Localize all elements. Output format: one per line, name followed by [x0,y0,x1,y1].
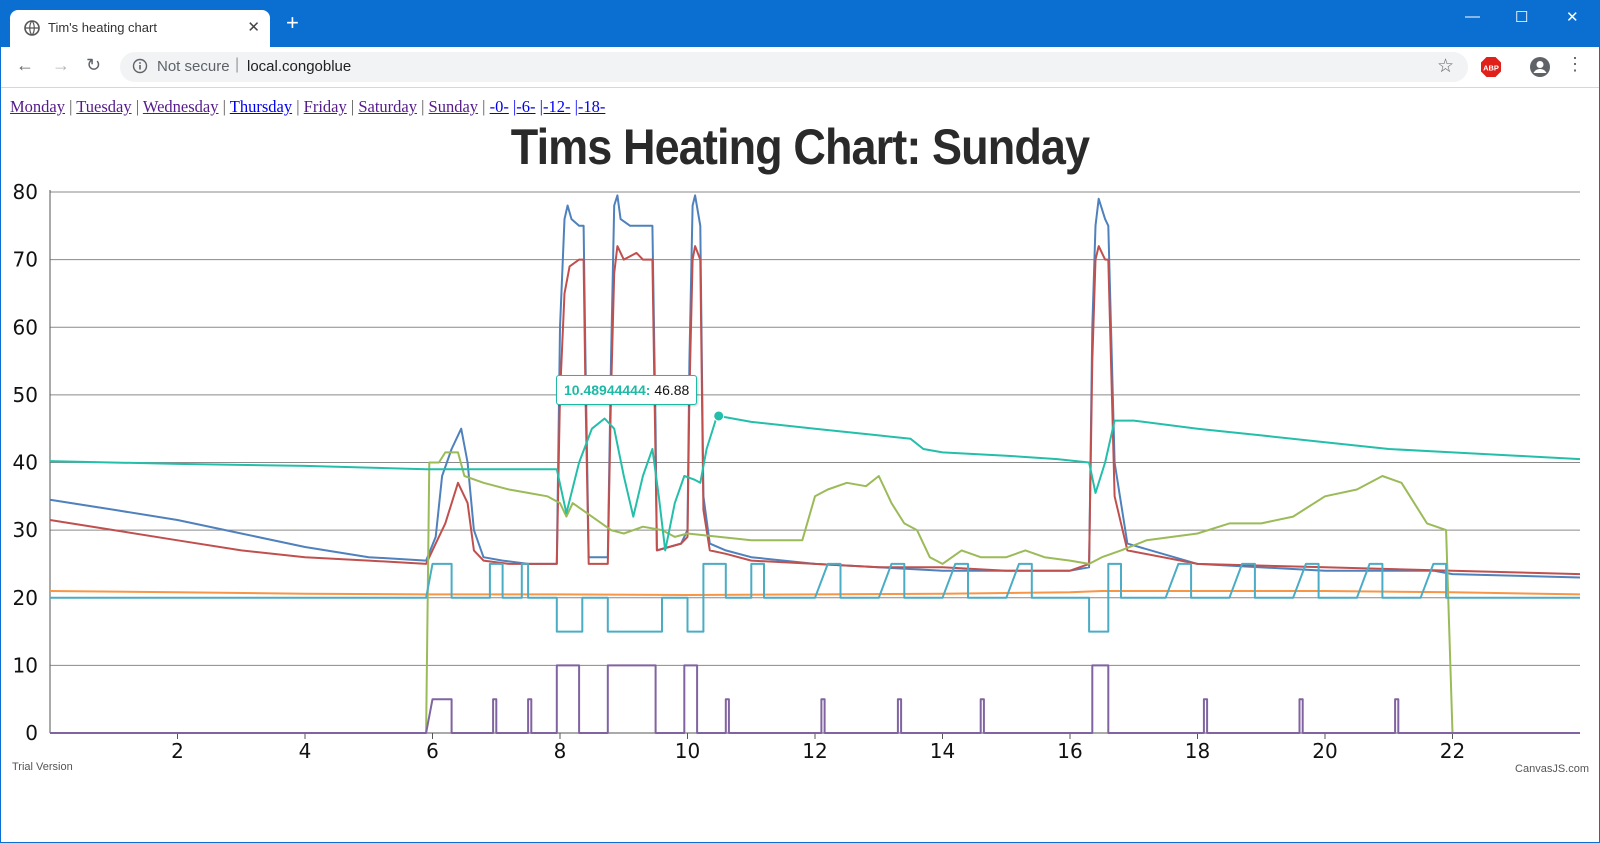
trial-label: Trial Version [12,761,73,773]
x-tick-label: 2 [171,739,184,763]
x-tick-label: 14 [930,739,955,763]
account-icon[interactable] [1529,56,1551,78]
minimize-icon[interactable]: — [1465,8,1480,25]
reload-icon[interactable]: ↻ [86,55,102,75]
grid-lines [50,191,1580,734]
series-line-3[interactable] [425,451,1454,734]
y-tick-label: 40 [13,451,38,475]
x-tick-label: 6 [426,739,439,763]
link-separator: | [131,97,143,116]
x-tick-label: 22 [1440,739,1465,763]
y-tick-label: 10 [13,653,38,677]
link-separator: | [65,97,77,116]
x-tick-label: 20 [1312,739,1337,763]
link-thursday[interactable]: Thursday [229,97,293,116]
hover-marker [713,410,725,422]
y-tick-label: 30 [13,518,38,542]
link-hour-18[interactable]: |-18- [574,97,606,116]
kebab-menu-icon[interactable]: ⋮ [1566,54,1584,74]
series-line-7[interactable] [50,664,1580,734]
link-tuesday[interactable]: Tuesday [76,97,132,116]
star-icon[interactable]: ☆ [1436,56,1454,77]
axes: 0 10 20 30 40 50 60 70 80 2 4 6 8 10 12 14 16 18 20 22 [13,180,1466,763]
series-line-5[interactable] [49,590,1581,596]
y-tick-label: 70 [13,248,38,272]
globe-icon [24,20,40,36]
link-hour-6[interactable]: |-6- [512,97,536,116]
browser-toolbar: ← → ↻ Not secure | local.congoblue ☆ ABP… [0,47,1600,88]
series-line-2[interactable] [49,245,1581,576]
browser-tab[interactable]: Tim's heating chart ✕ [10,10,270,47]
maximize-icon[interactable]: ☐ [1515,9,1529,26]
browser-tabbar: Tim's heating chart ✕ + — ☐ ✕ [0,0,1600,47]
x-tick-label: 8 [554,739,567,763]
y-tick-label: 0 [25,721,38,745]
link-separator: | [478,97,490,116]
link-wednesday[interactable]: Wednesday [142,97,219,116]
link-hour-0[interactable]: -0- [489,97,509,116]
series-line-1[interactable] [49,194,1581,579]
hover-point [713,410,725,422]
link-friday[interactable]: Friday [303,97,347,116]
window-close-icon[interactable]: ✕ [1566,9,1579,26]
y-tick-label: 80 [13,180,38,204]
link-separator: | [218,97,230,116]
x-tick-label: 16 [1057,739,1082,763]
omnibox-separator: | [235,56,240,73]
link-separator: | [416,97,429,116]
link-monday[interactable]: Monday [10,97,65,116]
link-saturday[interactable]: Saturday [358,97,417,116]
series-line-4[interactable] [49,415,1581,552]
tooltip-x: 10.48944444: [564,382,651,398]
link-separator: | [292,97,304,116]
security-label: Not secure [157,58,230,75]
chart-tooltip: 10.48944444: 46.88 [556,375,698,405]
x-tick-label: 4 [299,739,312,763]
series-line-6[interactable] [50,562,1580,633]
adblock-label: ABP [1483,63,1499,72]
canvasjs-credit-link[interactable]: CanvasJS.com [1515,763,1589,775]
tooltip-y: 46.88 [654,382,690,398]
y-tick-label: 50 [13,383,38,407]
back-icon[interactable]: ← [16,55,34,75]
y-tick-label: 20 [13,586,38,610]
info-icon[interactable] [132,58,148,74]
forward-icon[interactable]: → [52,55,70,75]
new-tab-button[interactable]: + [286,10,299,35]
x-tick-label: 12 [802,739,827,763]
x-tick-label: 10 [675,739,700,763]
chart-title: Tims Heating Chart: Sunday [510,119,1090,175]
link-sunday[interactable]: Sunday [428,97,479,116]
day-nav: Monday | Tuesday | Wednesday | Thursday … [10,97,605,117]
y-tick-label: 60 [13,315,38,339]
link-separator: | [346,97,359,116]
link-hour-12[interactable]: |-12- [539,97,571,116]
address-bar[interactable]: Not secure | local.congoblue ☆ [120,52,1468,82]
url-text[interactable]: local.congoblue [247,58,352,75]
series-lines[interactable] [49,194,1581,734]
x-tick-label: 18 [1185,739,1210,763]
tab-title: Tim's heating chart [48,20,157,35]
close-icon[interactable]: ✕ [247,19,260,36]
adblock-icon[interactable]: ABP [1480,56,1502,78]
